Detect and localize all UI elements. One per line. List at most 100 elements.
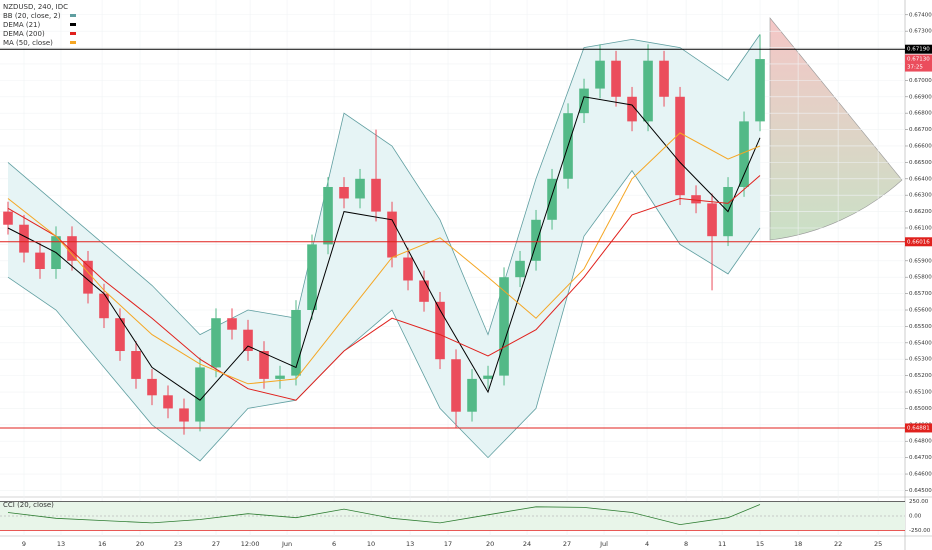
level-label: 0.66016 [907,239,930,245]
candle-body [611,60,621,97]
last-price-label: 0.67130 [907,57,930,63]
indicator-line [7,96,761,401]
cci-line [7,504,761,526]
candle-body [531,219,541,261]
y-tick-label: 0.67000 [909,78,932,84]
x-tick-label: 6 [332,540,336,548]
x-tick-label: 17 [444,540,452,548]
y-tick-label: 0.66400 [909,176,932,182]
y-tick-label: 0.67300 [909,29,932,35]
y-tick-label: 0.65000 [909,406,932,412]
candle-body [595,60,605,89]
x-tick-label: 13 [406,540,414,548]
y-tick-label: 0.66900 [909,94,932,100]
candle-body [579,88,589,114]
y-tick-label: 0.64700 [909,455,932,461]
x-tick-label: 20 [136,540,144,548]
y-tick-label: 0.65200 [909,373,932,379]
y-tick-label: 0.64800 [909,439,932,445]
legend-entry: DEMA (200) [3,30,45,38]
y-tick-label: 0.66800 [909,111,932,117]
candle-body [163,395,173,409]
legend-entry: MA (50, close) [3,39,53,47]
candle-body [3,211,13,225]
candle-body [675,96,685,196]
candle-body [291,310,301,376]
candle-body [211,318,221,368]
candle-body [755,59,765,122]
y-tick-label: 0.66100 [909,225,932,231]
x-tick-label: 18 [794,540,802,548]
candle-body [419,280,429,302]
x-tick-label: 9 [22,540,26,548]
y-tick-label: 0.65800 [909,275,932,281]
level-label: 0.67190 [907,47,930,53]
candle-body [227,318,237,330]
candle-body [515,260,525,278]
x-tick-label: 16 [98,540,106,548]
candle-body [99,293,109,319]
legend: NZDUSD, 240, IDC BB (20, close, 2) DEMA … [3,3,68,509]
candle-body [275,375,285,379]
indicator-line [7,132,761,385]
candle-body [339,186,349,199]
y-tick-label: 0.65900 [909,258,932,264]
x-tick-label: 23 [174,540,182,548]
candle-body [659,60,669,97]
candle-body [67,236,77,261]
x-tick-label: 4 [645,540,649,548]
legend-swatch [70,14,76,17]
x-tick-label: 27 [212,540,220,548]
indicator-line [7,175,761,401]
candle-body [371,178,381,212]
y-tick-label: 0.65100 [909,390,932,396]
x-tick-label: 8 [684,540,688,548]
y-tick-label: 0.66700 [909,127,932,133]
legend-entry: BB (20, close, 2) [3,12,61,20]
countdown: 37:25 [907,65,923,71]
candle-body [179,408,189,422]
y-tick-label: 0.65400 [909,340,932,346]
x-tick-label: 13 [57,540,65,548]
level-tag [905,44,932,54]
y-tick-label: 0.66500 [909,160,932,166]
candle-body [323,186,333,245]
y-tick-label: 0.65500 [909,324,932,330]
candle-body [115,318,125,352]
y-tick-label: -250.00 [909,528,931,534]
candle-body [19,224,29,253]
y-tick-label: 0.00 [909,514,922,520]
x-tick-label: 20 [486,540,494,548]
y-tick-label: 0.66600 [909,143,932,149]
bollinger-upper [7,34,761,336]
candle-body [355,178,365,199]
level-label: 0.64881 [907,425,930,431]
candle-body [627,96,637,122]
x-tick-label: Jul [599,540,608,548]
x-tick-label: 15 [756,540,764,548]
candle-body [691,195,701,204]
legend-swatch [70,32,76,35]
x-tick-label: 11 [718,540,726,548]
x-tick-label: 25 [874,540,882,548]
candle-body [451,359,461,412]
candle-body [387,211,397,258]
legend-entry: DEMA (21) [3,21,41,29]
candle-body [707,203,717,237]
y-tick-label: 0.64500 [909,488,932,494]
chart-title: NZDUSD, 240, IDC [3,3,68,11]
bollinger-lower [7,169,761,462]
panel-title: CCI (20, close) [3,501,54,509]
candle-body [147,378,157,396]
y-tick-label: 0.66200 [909,209,932,215]
x-tick-label: 22 [834,540,842,548]
level-tag [905,423,932,433]
y-tick-label: 250.00 [909,499,929,505]
candle-body [643,60,653,122]
candle-body [131,351,141,379]
y-tick-label: 0.67400 [909,12,932,18]
candle-body [35,252,45,270]
candle-body [403,257,413,281]
